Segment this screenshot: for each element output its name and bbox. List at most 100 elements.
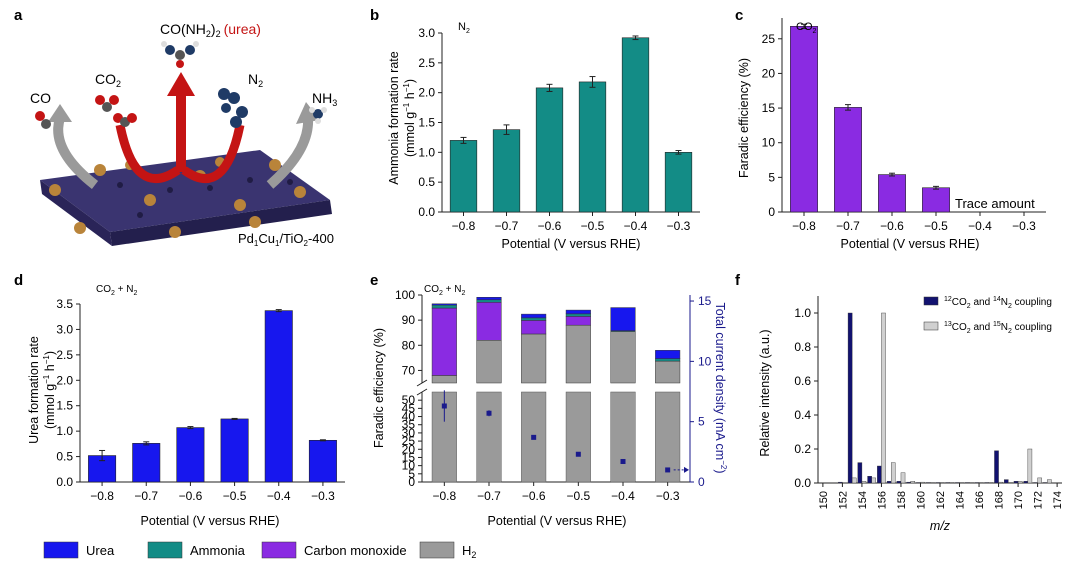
f-bar-light-isotope bbox=[1033, 482, 1038, 484]
nh3-release-arrow bbox=[266, 117, 314, 189]
e-bar-segment-urea bbox=[476, 297, 502, 301]
b-xtick-label: −0.4 bbox=[624, 219, 648, 233]
e-ytick-label: 70 bbox=[402, 363, 416, 377]
f-xtick-label: 160 bbox=[915, 491, 927, 509]
f-bar-light-isotope bbox=[886, 481, 892, 484]
c-xtick-label: −0.5 bbox=[924, 219, 948, 233]
b-bar bbox=[492, 129, 521, 213]
d-ytick-label: 0.5 bbox=[56, 450, 73, 464]
c-bar bbox=[878, 174, 906, 213]
f-bar-light-isotope bbox=[877, 465, 882, 484]
f-bar-heavy-isotope bbox=[861, 481, 867, 484]
f-bar-heavy-isotope bbox=[1047, 479, 1052, 484]
e-ytick-label: 45 bbox=[402, 401, 416, 415]
b-ytick-label: 0.0 bbox=[418, 205, 435, 219]
chart-f-ylabel: Relative intensity (a.u.) bbox=[758, 329, 772, 456]
panel-letter-b: b bbox=[370, 7, 379, 24]
f-bar-heavy-isotope bbox=[930, 482, 935, 484]
panel-letter-f: f bbox=[735, 272, 741, 289]
e-bar-segment-h2 bbox=[431, 375, 457, 384]
d-bar bbox=[176, 427, 205, 483]
chart-f-plot: 0.0 0.2 0.4 0.6 0.8 1.0 150 152 154 156 158 160 162 1… bbox=[794, 296, 1064, 509]
f-bar-heavy-isotope bbox=[978, 482, 984, 484]
panel-b: b 0.0 0.5 1.0 1.5 2.0 2.5 3.0 −0.8 −0.7 −0.6 −0.5 −… bbox=[370, 7, 700, 251]
b-ytick-label: 2.5 bbox=[418, 56, 435, 70]
e-bar-h2-lower bbox=[655, 391, 681, 483]
d-ytick-label: 3.0 bbox=[56, 322, 73, 336]
d-xtick-label: −0.6 bbox=[179, 489, 203, 503]
b-ytick-label: 0.5 bbox=[418, 175, 435, 189]
legend-swatch-carbon-monoxide bbox=[261, 541, 297, 559]
c-ytick-label: 25 bbox=[762, 32, 776, 46]
f-bar-light-isotope bbox=[974, 482, 980, 484]
c-ytick-label: 15 bbox=[762, 101, 776, 115]
pd-atoms bbox=[49, 157, 306, 238]
f-bar-light-isotope bbox=[925, 482, 931, 484]
f-bar-heavy-isotope bbox=[920, 481, 925, 484]
c-xtick-label: −0.7 bbox=[836, 219, 860, 233]
n2-adsorb-arrow bbox=[181, 124, 245, 184]
d-ytick-label: 3.5 bbox=[56, 297, 73, 311]
urea-formula-label: CO(NH2)2 (urea) bbox=[160, 21, 261, 39]
co2-molecules bbox=[95, 95, 137, 127]
c-bar bbox=[922, 187, 950, 213]
f-bar-heavy-isotope bbox=[891, 462, 896, 484]
b-ytick-label: 2.0 bbox=[418, 86, 435, 100]
f-bar-heavy-isotope bbox=[851, 477, 857, 484]
nh3-arrowhead bbox=[296, 102, 320, 124]
panel-letter-e: e bbox=[370, 272, 378, 289]
nh3-molecule bbox=[309, 107, 327, 124]
c-ytick-label: 5 bbox=[768, 170, 775, 184]
f-bar-light-isotope bbox=[984, 482, 990, 484]
chart-c-ylabel: Faradic efficiency (%) bbox=[737, 58, 751, 178]
f-bar-heavy-isotope bbox=[998, 481, 1003, 484]
d-bar bbox=[88, 455, 117, 483]
f-bar-light-isotope bbox=[964, 482, 970, 484]
e-xtick-label: −0.6 bbox=[522, 489, 546, 503]
legend-swatch-urea bbox=[43, 541, 79, 559]
chart-d-ylabel-line2: (mmol g−1 h−1) bbox=[42, 351, 57, 429]
chart-e-annotation: CO2 + N2 bbox=[424, 284, 466, 297]
f-bar-light-isotope bbox=[935, 482, 941, 484]
b-bar bbox=[449, 140, 478, 213]
e-bar-segment-ammonia bbox=[431, 304, 457, 309]
f-bar-light-isotope bbox=[945, 482, 950, 484]
b-ytick-label: 1.0 bbox=[418, 145, 435, 159]
b-xtick-label: −0.8 bbox=[452, 219, 476, 233]
e-xtick-label: −0.8 bbox=[432, 489, 456, 503]
f-bar-heavy-isotope bbox=[910, 481, 916, 484]
panel-a: a bbox=[14, 7, 337, 248]
e-current-point bbox=[441, 403, 447, 409]
panel-c: c 0 5 10 15 20 25 −0.8 −0.7 −0.6 −0.5 −0.4 −0.3 CO2… bbox=[735, 7, 1046, 251]
d-ytick-label: 1.5 bbox=[56, 399, 73, 413]
e-bar-h2-lower bbox=[610, 391, 636, 483]
e-ytick-label: 25 bbox=[402, 434, 416, 448]
e-bar-segment-urea bbox=[565, 309, 591, 315]
f-bar-light-isotope bbox=[906, 481, 911, 484]
legend-label-h2: H2 bbox=[462, 543, 476, 560]
b-xtick-label: −0.3 bbox=[667, 219, 691, 233]
d-bar bbox=[132, 443, 161, 483]
chart-e-xlabel: Potential (V versus RHE) bbox=[488, 514, 627, 528]
e-ytick-label: 30 bbox=[402, 426, 416, 440]
catalyst-slab-top bbox=[40, 150, 330, 232]
e-bar-h2-lower bbox=[476, 391, 502, 483]
d-bar bbox=[264, 310, 293, 483]
f-bar-heavy-isotope bbox=[959, 482, 964, 484]
f-xtick-label: 154 bbox=[857, 491, 869, 509]
f-xtick-label: 172 bbox=[1033, 491, 1045, 509]
chart-d-plot: 0.0 0.5 1.0 1.5 2.0 2.5 3.0 3.5 −0.8 −0.7 −0.6 −0.5… bbox=[56, 297, 345, 503]
f-xtick-label: 166 bbox=[974, 491, 986, 509]
e-axis-break-mark bbox=[416, 388, 428, 396]
e-bar-h2-lower bbox=[565, 391, 591, 483]
f-bar-light-isotope bbox=[1004, 479, 1009, 484]
e-bar-segment-ammonia bbox=[521, 317, 547, 321]
f-bar-heavy-isotope bbox=[949, 482, 955, 484]
c-xtick-label: −0.3 bbox=[1012, 219, 1036, 233]
f-bar-light-isotope bbox=[1013, 481, 1019, 484]
catalyst-label: Pd1Cu1/TiO2-400 bbox=[238, 231, 334, 248]
chart-f-legend-label-2: 13CO2 and 15N2 coupling bbox=[944, 321, 1052, 335]
f-bar-heavy-isotope bbox=[939, 482, 945, 484]
chart-f-legend-swatch-2 bbox=[923, 321, 939, 331]
